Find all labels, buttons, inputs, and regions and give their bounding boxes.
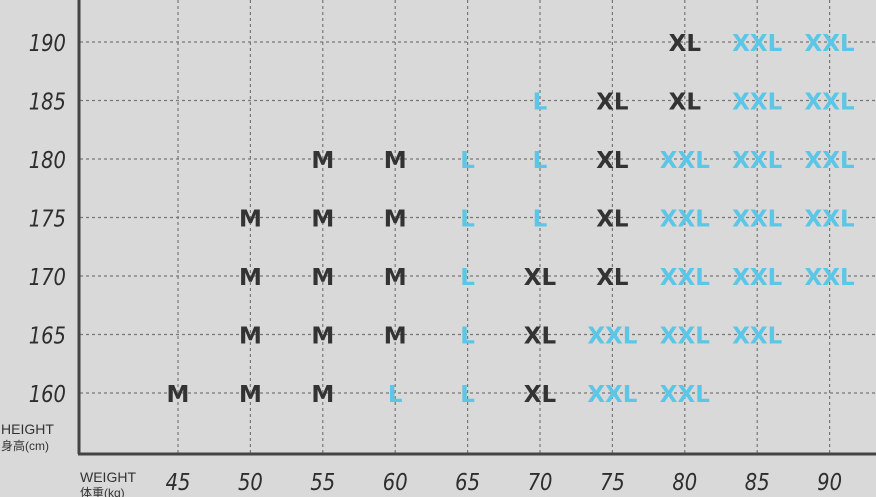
x-tick-label: 75 [600, 470, 625, 497]
size-cell-m: M [311, 324, 334, 350]
grid-lines [80, 0, 876, 454]
size-cell-xxl: XXL [732, 265, 782, 291]
x-tick-label: 90 [817, 470, 842, 497]
x-tick-label: 60 [383, 470, 408, 497]
size-cell-m: M [311, 265, 334, 291]
size-cell-l: L [460, 148, 475, 174]
size-cell-xl: XL [524, 265, 557, 291]
size-cell-m: M [384, 148, 407, 174]
size-cell-m: M [311, 207, 334, 233]
size-cell-xl: XL [669, 31, 702, 57]
size-cell-m: M [239, 207, 262, 233]
x-axis-label: WEIGHT [80, 469, 136, 485]
size-cell-xl: XL [596, 207, 629, 233]
size-cell-m: M [384, 324, 407, 350]
size-cell-xl: XL [524, 324, 557, 350]
x-tick-label: 65 [455, 470, 480, 497]
size-cell-m: M [311, 148, 334, 174]
size-cell-xxl: XXL [587, 382, 637, 408]
size-cell-xxl: XXL [732, 207, 782, 233]
size-cell-m: M [384, 265, 407, 291]
y-tick-label: 175 [29, 206, 66, 233]
y-tick-label: 160 [29, 382, 66, 409]
size-cell-xxl: XXL [732, 148, 782, 174]
size-cell-xxl: XXL [805, 265, 855, 291]
size-cell-xxl: XXL [732, 90, 782, 116]
y-axis-label: HEIGHT [1, 421, 54, 437]
size-cell-xxl: XXL [805, 31, 855, 57]
size-cell-m: M [239, 324, 262, 350]
size-cell-l: L [460, 324, 475, 350]
size-cell-xxl: XXL [587, 324, 637, 350]
size-cell-xxl: XXL [805, 207, 855, 233]
size-cell-m: M [239, 382, 262, 408]
size-cell-xl: XL [524, 382, 557, 408]
size-cell-xl: XL [596, 90, 629, 116]
size-cell-xxl: XXL [660, 265, 710, 291]
size-cell-l: L [533, 148, 548, 174]
x-tick-labels: 45 50 55 60 65 70 75 80 85 90 [166, 470, 842, 497]
x-tick-label: 45 [166, 470, 191, 497]
x-axis-label-cn: 体重(kg) [80, 486, 125, 497]
size-cell-xxl: XXL [660, 148, 710, 174]
size-cell-xl: XL [596, 265, 629, 291]
size-cell-xxl: XXL [732, 31, 782, 57]
size-cell-xxl: XXL [660, 382, 710, 408]
y-tick-label: 165 [29, 323, 66, 350]
size-cell-l: L [460, 207, 475, 233]
size-cell-m: M [384, 207, 407, 233]
y-tick-label: 190 [29, 31, 66, 58]
size-cell-xxl: XXL [732, 324, 782, 350]
size-cell-xxl: XXL [660, 324, 710, 350]
x-tick-label: 55 [310, 470, 335, 497]
x-tick-label: 80 [672, 470, 697, 497]
size-cell-l: L [388, 382, 403, 408]
size-cell-xxl: XXL [660, 207, 710, 233]
size-cell-xl: XL [596, 148, 629, 174]
x-tick-label: 50 [238, 470, 263, 497]
size-cell-l: L [460, 382, 475, 408]
size-cell-xxl: XXL [805, 148, 855, 174]
size-cell-l: L [460, 265, 475, 291]
size-cells: XL XXL XXL L XL XL XXL XXL M M L L XL XXL XXL XXL M M M L L X… [167, 31, 855, 408]
x-tick-label: 70 [528, 470, 553, 497]
y-tick-label: 185 [29, 89, 66, 116]
size-cell-m: M [167, 382, 190, 408]
size-cell-xl: XL [669, 90, 702, 116]
y-tick-labels: 160 165 170 175 180 185 190 [29, 31, 66, 409]
size-cell-xxl: XXL [805, 90, 855, 116]
size-cell-m: M [239, 265, 262, 291]
size-cell-l: L [533, 90, 548, 116]
size-cell-m: M [311, 382, 334, 408]
size-cell-l: L [533, 207, 548, 233]
x-tick-label: 85 [745, 470, 770, 497]
y-tick-label: 180 [29, 148, 66, 175]
y-axis-label-cn: 身高(cm) [1, 438, 49, 453]
y-tick-label: 170 [29, 265, 66, 292]
